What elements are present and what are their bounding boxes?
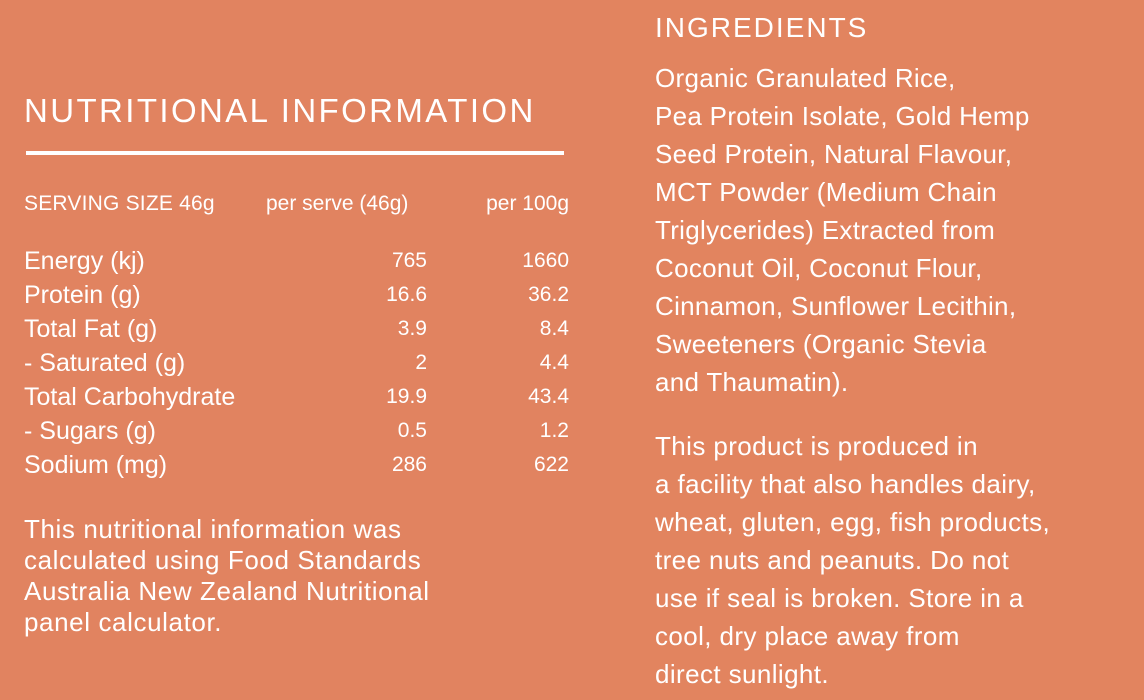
notice-line: use if seal is broken. Store in a bbox=[655, 583, 1024, 613]
nutrition-table-header: SERVING SIZE 46g per serve (46g) per 100… bbox=[24, 192, 569, 222]
notice-line: a facility that also handles dairy, bbox=[655, 469, 1036, 499]
ingredients-panel: INGREDIENTS Organic Granulated Rice, Pea… bbox=[610, 0, 1144, 700]
notice-line: This product is produced in bbox=[655, 431, 978, 461]
nutrient-label: Sodium (mg) bbox=[24, 451, 168, 479]
per-serve-value: 19.9 bbox=[386, 385, 427, 408]
per-100g-value: 43.4 bbox=[528, 385, 569, 408]
per-100g-value: 1660 bbox=[522, 249, 569, 272]
per-serve-value: 286 bbox=[391, 453, 427, 476]
per-serve-header: per serve (46g) bbox=[266, 192, 409, 215]
nutrient-label: Total Carbohydrate bbox=[24, 383, 236, 411]
per-100g-value: 622 bbox=[533, 453, 569, 476]
nutrition-table: Energy (kj) 765 1660 Protein (g) 16.6 36… bbox=[24, 244, 569, 482]
footnote-line: Australia New Zealand Nutritional bbox=[24, 576, 430, 606]
ingredients-title: INGREDIENTS bbox=[655, 12, 869, 43]
nutrition-row-total-carbohydrate: Total Carbohydrate 19.9 43.4 bbox=[24, 380, 569, 414]
ingredients-list: Organic Granulated Rice, Pea Protein Iso… bbox=[655, 59, 1135, 401]
per-serve-value: 0.5 bbox=[397, 419, 427, 442]
notice-line: cool, dry place away from bbox=[655, 621, 960, 651]
ingredients-line: Organic Granulated Rice, bbox=[655, 63, 956, 93]
per-100g-value: 1.2 bbox=[539, 419, 569, 442]
ingredients-line: Seed Protein, Natural Flavour, bbox=[655, 139, 1013, 169]
ingredients-line: Coconut Oil, Coconut Flour, bbox=[655, 253, 983, 283]
per-100g-header: per 100g bbox=[486, 192, 569, 215]
ingredients-line: Cinnamon, Sunflower Lecithin, bbox=[655, 291, 1017, 321]
ingredients-line: Triglycerides) Extracted from bbox=[655, 215, 996, 245]
serving-size-label: SERVING SIZE 46g bbox=[24, 192, 215, 215]
nutrient-label: - Sugars (g) bbox=[24, 417, 156, 445]
ingredients-line: and Thaumatin). bbox=[655, 367, 849, 397]
nutrition-row-sugars: - Sugars (g) 0.5 1.2 bbox=[24, 414, 569, 448]
ingredients-line: Sweeteners (Organic Stevia bbox=[655, 329, 987, 359]
per-serve-value: 2 bbox=[415, 351, 427, 374]
nutrition-row-energy: Energy (kj) 765 1660 bbox=[24, 244, 569, 278]
per-100g-value: 8.4 bbox=[539, 317, 569, 340]
allergen-storage-notice: This product is produced in a facility t… bbox=[655, 427, 1135, 693]
notice-line: direct sunlight. bbox=[655, 659, 830, 689]
nutrition-footnote: This nutritional information was calcula… bbox=[24, 514, 584, 638]
per-serve-value: 16.6 bbox=[386, 283, 427, 306]
nutrition-title: NUTRITIONAL INFORMATION bbox=[24, 92, 536, 129]
ingredients-line: MCT Powder (Medium Chain bbox=[655, 177, 997, 207]
nutrition-row-saturated: - Saturated (g) 2 4.4 bbox=[24, 346, 569, 380]
notice-line: wheat, gluten, egg, fish products, bbox=[655, 507, 1051, 537]
per-serve-value: 3.9 bbox=[397, 317, 427, 340]
nutrient-label: Energy (kj) bbox=[24, 247, 145, 275]
nutrition-row-protein: Protein (g) 16.6 36.2 bbox=[24, 278, 569, 312]
footnote-line: calculated using Food Standards bbox=[24, 545, 422, 575]
nutrition-row-sodium: Sodium (mg) 286 622 bbox=[24, 448, 569, 482]
notice-line: tree nuts and peanuts. Do not bbox=[655, 545, 1010, 575]
footnote-line: panel calculator. bbox=[24, 607, 223, 637]
nutrient-label: - Saturated (g) bbox=[24, 349, 186, 377]
per-100g-value: 36.2 bbox=[528, 283, 569, 306]
nutrition-row-total-fat: Total Fat (g) 3.9 8.4 bbox=[24, 312, 569, 346]
nutrient-label: Protein (g) bbox=[24, 281, 141, 309]
per-100g-value: 4.4 bbox=[539, 351, 569, 374]
per-serve-value: 765 bbox=[391, 249, 427, 272]
nutritional-information-panel: NUTRITIONAL INFORMATION SERVING SIZE 46g… bbox=[24, 92, 584, 638]
footnote-line: This nutritional information was bbox=[24, 514, 402, 544]
nutrient-label: Total Fat (g) bbox=[24, 315, 158, 343]
title-divider bbox=[26, 151, 564, 155]
ingredients-line: Pea Protein Isolate, Gold Hemp bbox=[655, 101, 1030, 131]
